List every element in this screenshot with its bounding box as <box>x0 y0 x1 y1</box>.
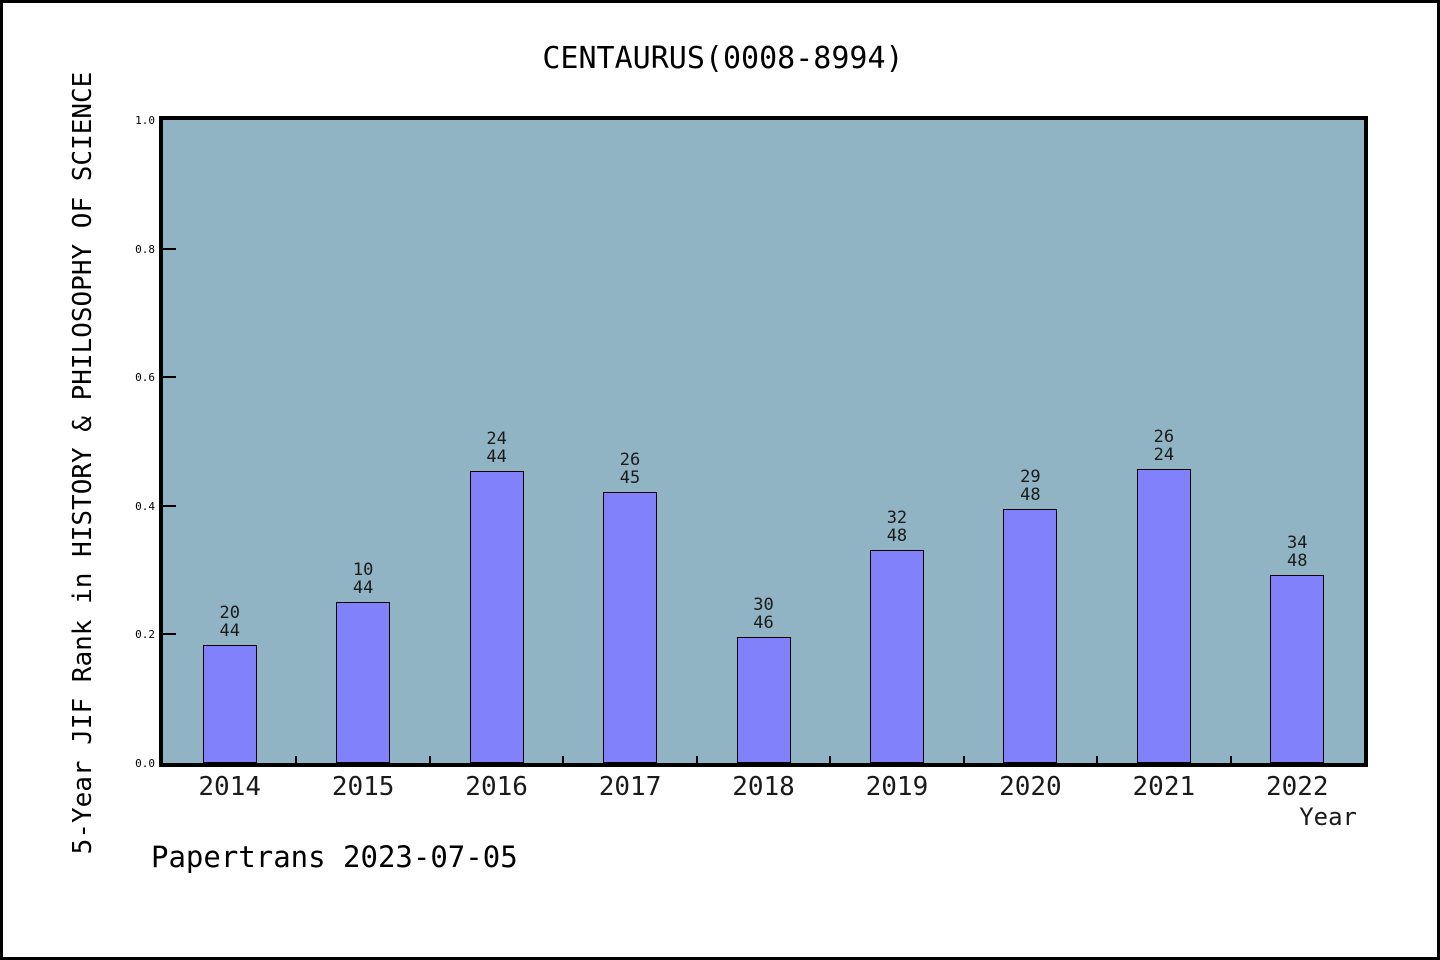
bar-rank-value: 26 <box>1153 427 1175 447</box>
y-tick-mark <box>163 247 176 250</box>
x-minor-tick <box>1229 756 1232 763</box>
bar-value-label-2016: 24 44 <box>452 430 542 466</box>
x-tick-label-2019: 2019 <box>865 772 929 802</box>
x-tick-label-2015: 2015 <box>331 772 395 802</box>
y-axis-label: 5-Year JIF Rank in HISTORY & PHILOSOPHY … <box>68 71 98 855</box>
y-tick-label-0.4: 0.4 <box>135 499 155 513</box>
y-tick-label-0.8: 0.8 <box>135 242 155 256</box>
x-tick-label-2017: 2017 <box>598 772 662 802</box>
y-tick-label-1.0: 1.0 <box>135 114 155 127</box>
bar-rank-value: 10 <box>352 560 374 580</box>
bar-rank-value: 26 <box>619 450 641 470</box>
bar-value-label-2017: 26 45 <box>585 451 675 487</box>
y-tick-mark <box>163 376 176 379</box>
plot-area: 20 44 10 44 24 44 26 45 30 46 32 48 29 48 26 24 34 48 <box>163 120 1364 763</box>
bar-rank-value: 24 <box>486 429 507 449</box>
x-minor-tick <box>562 756 565 763</box>
bar-rank-value: 29 <box>1020 467 1041 487</box>
bar-total-value: 44 <box>219 621 240 641</box>
bar-value-label-2021: 26 24 <box>1119 428 1209 464</box>
bar-2019 <box>869 550 924 763</box>
x-minor-tick <box>829 756 832 763</box>
x-tick-label-2022: 2022 <box>1265 772 1329 802</box>
bar-total-value: 24 <box>1153 445 1175 465</box>
bar-2014 <box>202 645 257 763</box>
bar-2022 <box>1270 575 1325 763</box>
bar-rank-value: 30 <box>753 595 774 615</box>
bar-total-value: 44 <box>486 447 507 467</box>
y-tick-mark <box>163 504 176 507</box>
x-axis-label: Year <box>1299 803 1357 831</box>
y-tick-label-0.2: 0.2 <box>135 628 155 642</box>
y-tick-label-0.6: 0.6 <box>135 371 155 385</box>
bar-value-label-2019: 32 48 <box>852 509 942 545</box>
bar-value-label-2018: 30 46 <box>719 596 809 632</box>
x-tick-label-2020: 2020 <box>999 772 1062 802</box>
y-tick-label-0.0: 0.0 <box>135 757 155 770</box>
x-minor-tick <box>428 756 431 763</box>
x-minor-tick <box>295 756 298 763</box>
bar-value-label-2022: 34 48 <box>1252 534 1342 570</box>
x-tick-label-2016: 2016 <box>465 772 528 802</box>
bar-2018 <box>736 637 791 763</box>
x-minor-tick <box>695 756 698 763</box>
chart-title: CENTAURUS(0008-8994) <box>542 41 904 76</box>
bar-2015 <box>336 602 391 763</box>
bar-2016 <box>469 471 524 763</box>
x-tick-label-2018: 2018 <box>732 772 795 802</box>
bar-value-label-2014: 20 44 <box>185 604 275 640</box>
bar-2021 <box>1136 469 1191 763</box>
bar-total-value: 48 <box>886 526 908 546</box>
bar-value-label-2015: 10 44 <box>318 561 408 597</box>
bar-2017 <box>603 492 658 763</box>
y-tick-mark <box>163 633 176 636</box>
bar-rank-value: 20 <box>219 603 240 623</box>
bar-total-value: 45 <box>619 468 641 488</box>
x-minor-tick <box>1096 756 1099 763</box>
bar-2020 <box>1003 509 1058 763</box>
footer-watermark: Papertrans 2023-07-05 <box>151 840 518 874</box>
x-tick-label-2021: 2021 <box>1132 772 1196 802</box>
bar-total-value: 46 <box>753 613 774 633</box>
bar-rank-value: 34 <box>1287 533 1308 553</box>
bar-total-value: 48 <box>1287 551 1308 571</box>
bar-total-value: 48 <box>1020 485 1041 505</box>
bar-rank-value: 32 <box>886 508 908 528</box>
bar-total-value: 44 <box>352 578 374 598</box>
bar-value-label-2020: 29 48 <box>985 468 1075 504</box>
x-minor-tick <box>962 756 965 763</box>
x-tick-label-2014: 2014 <box>198 772 262 802</box>
